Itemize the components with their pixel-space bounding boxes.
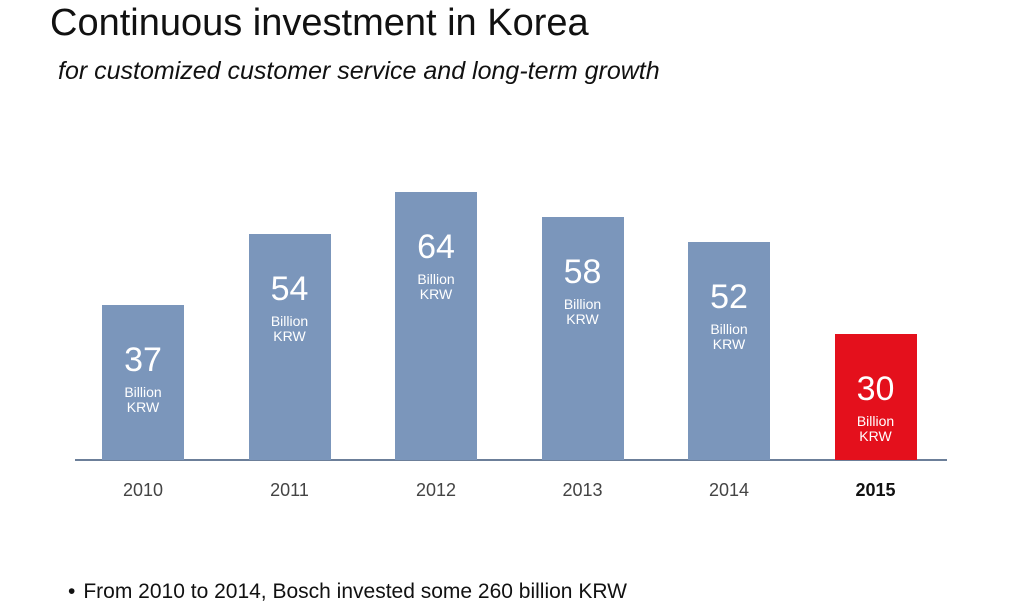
bar: 52 Billion KRW <box>688 242 770 460</box>
x-tick-label: 2013 <box>562 480 603 500</box>
value-unit: Billion KRW <box>124 383 162 415</box>
bar: 30 Billion KRW <box>834 334 917 460</box>
value-label: 30 <box>856 370 895 409</box>
chart-title: Continuous investment in Korea <box>50 2 589 44</box>
x-tick-label: 2014 <box>708 480 750 500</box>
value-label: 52 <box>710 278 748 317</box>
bar: 64 Billion KRW <box>395 191 477 460</box>
x-tick-label: 2015 <box>855 480 896 500</box>
x-tick-label: 2011 <box>270 480 309 500</box>
chart: 37 Billion KRW 2010 54 Billion KRW 2011 64 Bill… <box>75 191 947 500</box>
note: From 2010 to 2014, Bosch invested some 2… <box>68 580 627 604</box>
baseline <box>75 459 947 461</box>
x-tick-label: 2012 <box>415 480 457 500</box>
value-unit: Billion KRW <box>856 413 895 445</box>
bar: 58 Billion KRW <box>541 216 624 460</box>
bar: 37 Billion KRW <box>102 304 184 460</box>
chart-subtitle: for customized customer service and long… <box>58 57 660 85</box>
value-unit: Billion KRW <box>563 295 602 327</box>
value-label: 64 <box>417 227 455 266</box>
value-label: 58 <box>563 252 602 291</box>
x-tick-label: 2010 <box>122 480 164 500</box>
bar: 54 Billion KRW <box>248 233 331 460</box>
value-unit: Billion KRW <box>270 312 309 344</box>
value-unit: Billion KRW <box>710 321 748 353</box>
value-label: 37 <box>124 340 162 379</box>
value-unit: Billion KRW <box>417 270 455 302</box>
value-label: 54 <box>270 269 309 308</box>
